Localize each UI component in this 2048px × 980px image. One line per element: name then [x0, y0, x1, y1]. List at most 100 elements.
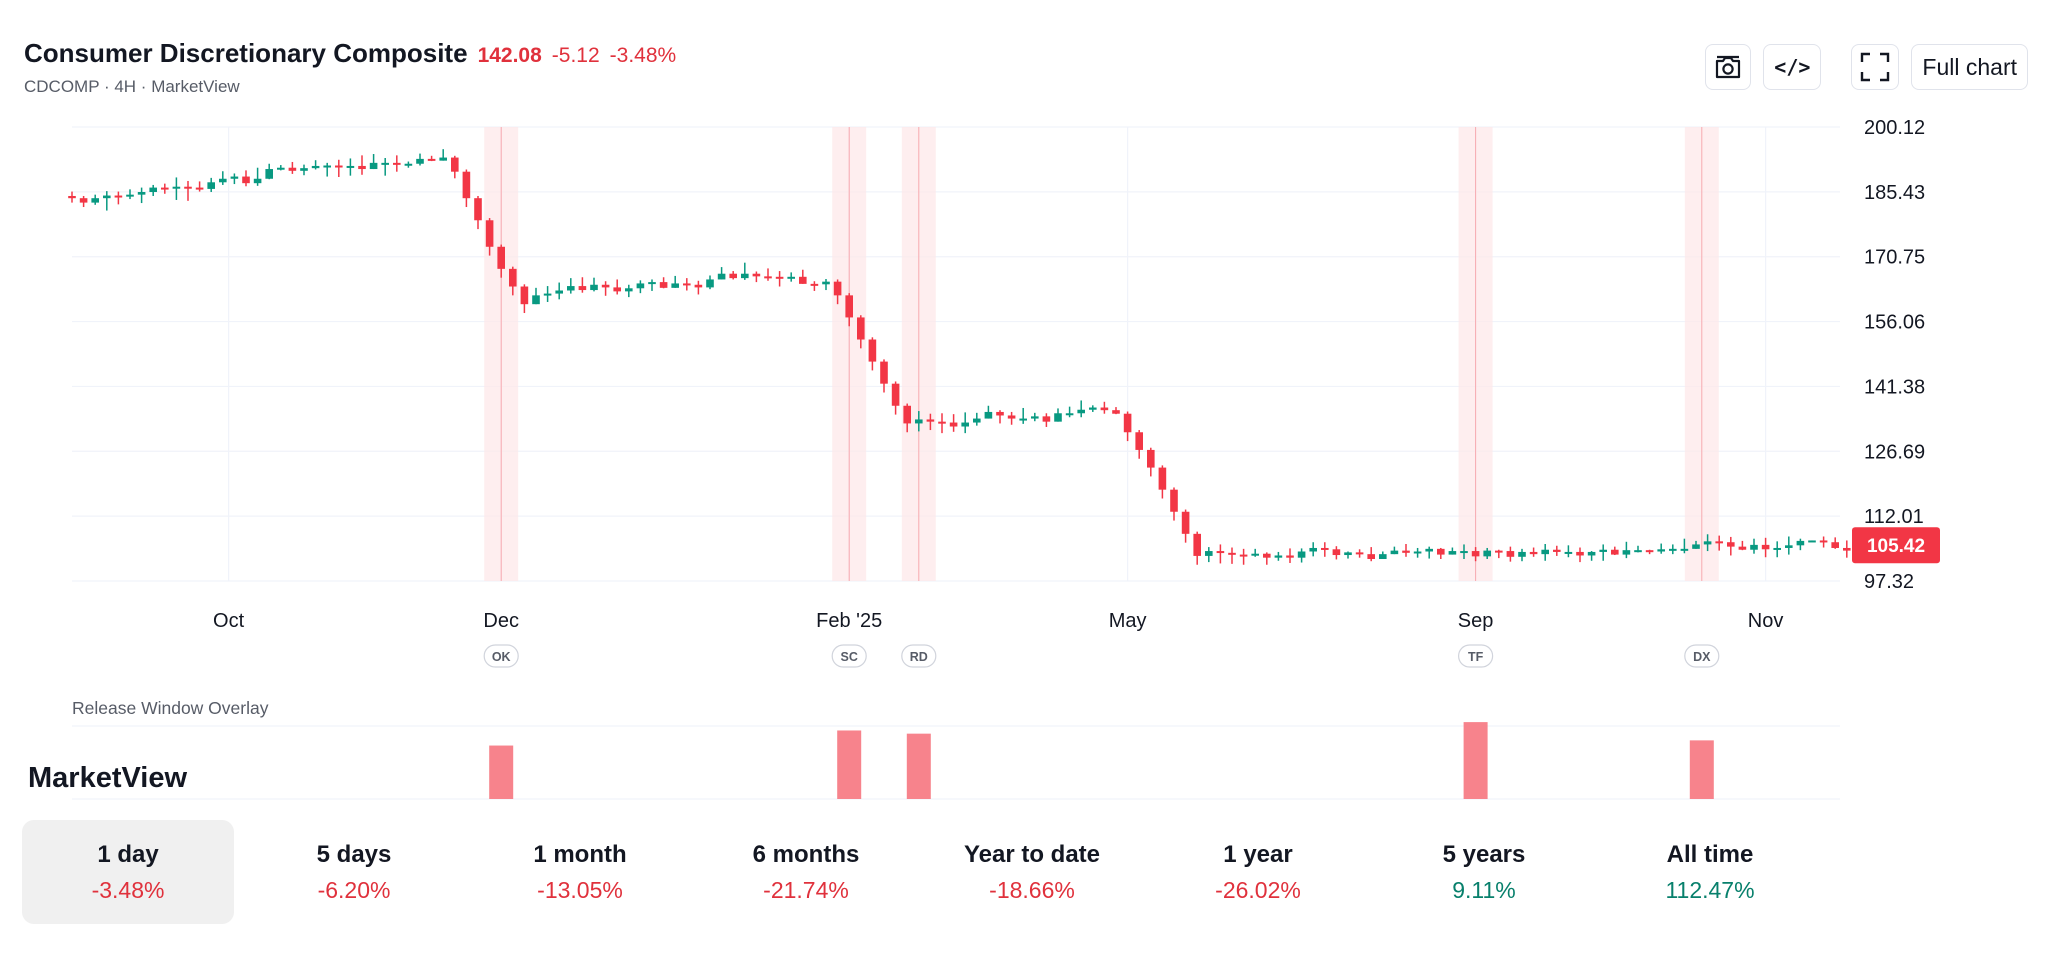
candle-down [1355, 552, 1364, 555]
event-badge-label: TF [1468, 650, 1484, 664]
period-label: 1 year [1223, 840, 1293, 868]
candle-up [1599, 549, 1607, 552]
event-bands [484, 127, 1719, 581]
candle-up [1448, 551, 1457, 555]
candle-down [683, 283, 691, 286]
candle-down [926, 419, 935, 422]
price-chart[interactable]: 200.12 185.43 170.75 156.06 141.38 126.69 112.… [0, 0, 2048, 820]
candle-up [311, 165, 320, 169]
candle-down [613, 287, 621, 292]
overlay-bar [489, 745, 514, 799]
period-5-years[interactable]: 5 years 9.11% [1378, 820, 1590, 924]
candle-down [1181, 511, 1190, 534]
embed-button[interactable]: </> [1763, 44, 1822, 90]
candle-up [91, 198, 99, 203]
candle-down [1843, 547, 1851, 551]
time-tick-label: Sep [1458, 610, 1494, 632]
period-1-day[interactable]: 1 day -3.48% [22, 820, 234, 924]
candle-up [1460, 551, 1468, 554]
time-tick-label: Nov [1748, 610, 1784, 632]
candle-down [1367, 554, 1375, 560]
candle-down [833, 281, 842, 296]
candle-up [555, 290, 563, 294]
candle-up [706, 279, 714, 288]
event-badge [1457, 644, 1494, 668]
candle-down [1239, 554, 1248, 557]
period-year-to-date[interactable]: Year to date -18.66% [926, 820, 1138, 924]
candle-down [1495, 550, 1503, 553]
fullscreen-button[interactable] [1851, 44, 1900, 90]
candle-up [265, 169, 273, 179]
candle-down [1321, 547, 1329, 550]
candle-down [764, 276, 772, 279]
candle-down [195, 187, 204, 190]
candle-up [625, 288, 633, 292]
candle-up [1379, 554, 1387, 560]
full-chart-button[interactable]: Full chart [1911, 44, 2028, 90]
candle-up [1518, 551, 1526, 557]
candle-up [1274, 555, 1283, 558]
candle-down [288, 167, 297, 171]
candle-up [230, 176, 239, 179]
candle-up [1205, 551, 1213, 556]
candle-down [1727, 542, 1735, 547]
candle-up [567, 286, 575, 291]
period-all-time[interactable]: All time 112.47% [1604, 820, 1816, 924]
time-axis: Oct Dec Feb '25 May Sep Nov [213, 610, 1783, 632]
event-badges: OK SC RD TF DX [483, 644, 1720, 668]
period-selector: 1 day -3.48% 5 days -6.20% 1 month -13.05% 6 m… [22, 820, 1830, 924]
candle-up [1054, 413, 1062, 422]
candle-down [1553, 549, 1561, 552]
period-label: 1 month [533, 840, 627, 868]
candle-up [1077, 409, 1085, 414]
candle-up [126, 194, 134, 197]
time-tick-label: Oct [213, 610, 245, 632]
candle-up [381, 162, 389, 165]
candle-up [915, 419, 923, 424]
period-change: 112.47% [1665, 876, 1755, 903]
candle-up [137, 192, 146, 195]
candle-up [1483, 550, 1491, 557]
last-price: 142.08 [477, 44, 542, 67]
period-5-days[interactable]: 5 days -6.20% [248, 820, 460, 924]
period-label: 5 years [1442, 840, 1526, 868]
candle-down [903, 405, 911, 424]
period-1-year[interactable]: 1 year -26.02% [1152, 820, 1364, 924]
candle-up [1031, 416, 1039, 419]
price-tick-label: 112.01 [1864, 506, 1924, 528]
symbol-title: Consumer Discretionary Composite [24, 38, 468, 68]
candle-down [949, 422, 958, 427]
candle-down [393, 162, 401, 165]
brand-label: MarketView [28, 762, 188, 794]
candle-up [532, 295, 540, 305]
candle-up [1634, 550, 1642, 553]
candle-down [1286, 555, 1294, 558]
candle-up [787, 276, 795, 279]
candle-down [601, 284, 610, 288]
candle-up [1750, 544, 1758, 550]
candle-down [857, 317, 865, 340]
period-change: 9.11% [1452, 876, 1516, 903]
candle-up [1541, 549, 1549, 555]
price-tick-label: 185.43 [1864, 182, 1925, 204]
candle-up [149, 187, 157, 193]
candle-down [996, 411, 1004, 416]
candle-up [253, 178, 262, 184]
price-tick-label: 97.32 [1864, 571, 1914, 593]
candle-up [1309, 547, 1317, 552]
candle-up [404, 163, 413, 166]
period-6-months[interactable]: 6 months -21.74% [700, 820, 912, 924]
candle-up [416, 158, 424, 164]
period-1-month[interactable]: 1 month -13.05% [474, 820, 686, 924]
price-tick-label: 200.12 [1864, 117, 1925, 139]
candle-up [1692, 544, 1700, 549]
price-tick-label: 170.75 [1864, 247, 1925, 269]
candle-up [1413, 551, 1422, 554]
candle-up [1773, 547, 1781, 550]
screenshot-button[interactable] [1705, 44, 1752, 90]
period-label: 6 months [752, 840, 860, 868]
candle-down [810, 283, 819, 286]
candle-up [636, 283, 645, 289]
price-change: -5.12 [551, 44, 600, 67]
price-tick-label: 156.06 [1864, 312, 1925, 334]
